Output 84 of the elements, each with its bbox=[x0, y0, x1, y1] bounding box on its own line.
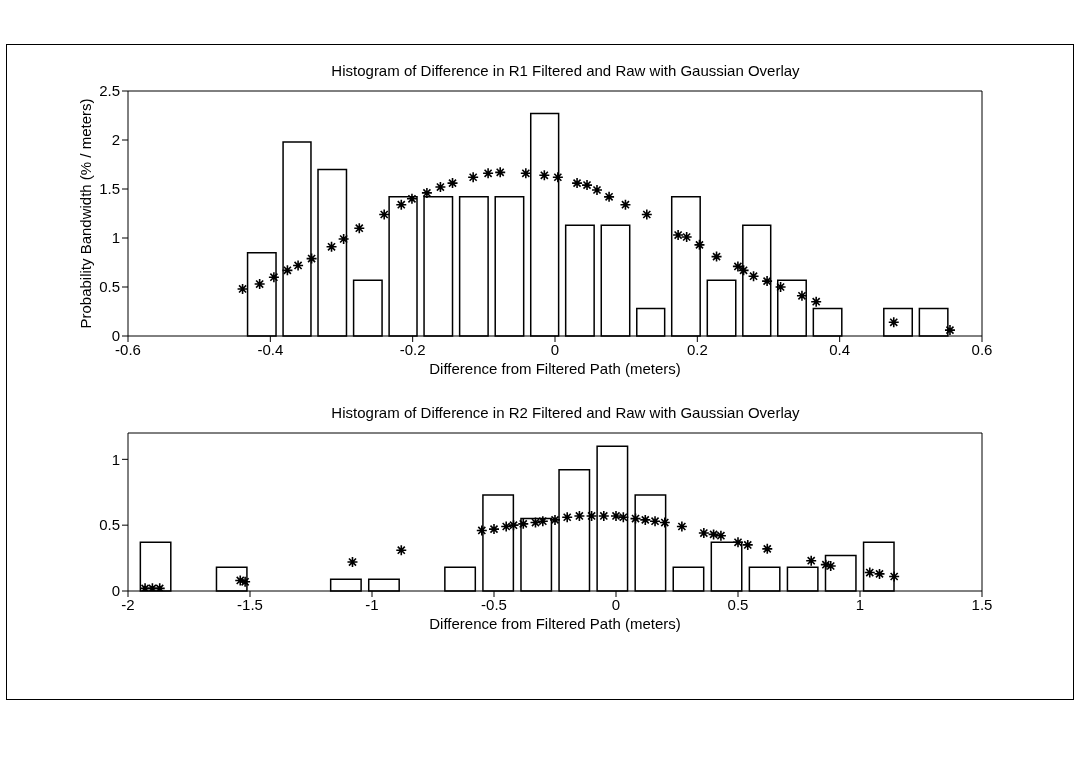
x-tick-label: 0 bbox=[550, 340, 560, 358]
x-tick-label: 1.5 bbox=[971, 595, 993, 613]
point bbox=[346, 556, 359, 568]
x-axis-title: Difference from Filtered Path (meters) bbox=[429, 615, 681, 632]
y-tick-label: 0.5 bbox=[99, 516, 120, 534]
point bbox=[761, 543, 774, 555]
point bbox=[715, 529, 727, 542]
point bbox=[591, 184, 603, 196]
x-tick-label: -1.5 bbox=[237, 595, 263, 613]
point bbox=[710, 250, 723, 263]
y-tick-label: 1 bbox=[111, 450, 120, 468]
point bbox=[680, 231, 693, 243]
point bbox=[353, 222, 366, 234]
x-tick-label: 0.6 bbox=[971, 340, 993, 358]
point bbox=[761, 275, 773, 287]
point bbox=[693, 239, 706, 251]
y-tick-label: 0 bbox=[111, 582, 120, 600]
point bbox=[732, 536, 744, 549]
point bbox=[888, 570, 900, 583]
point bbox=[629, 512, 642, 525]
point bbox=[585, 510, 598, 522]
y-axis-title: Probability Bandwidth (% / meters) bbox=[77, 98, 95, 329]
x-tick-label: -0.5 bbox=[481, 595, 507, 613]
point bbox=[619, 198, 632, 211]
point bbox=[561, 511, 573, 524]
point bbox=[581, 179, 593, 191]
point bbox=[552, 171, 564, 184]
point bbox=[672, 229, 684, 241]
chart-title: Histogram of Difference in R1 Filtered and Raw with Gaussian Overlay bbox=[330, 62, 801, 81]
x-tick-label: 0.5 bbox=[727, 595, 749, 613]
point bbox=[378, 208, 390, 221]
point bbox=[698, 527, 710, 539]
point bbox=[467, 171, 479, 184]
point bbox=[538, 169, 551, 182]
point bbox=[641, 208, 653, 221]
point bbox=[395, 544, 408, 556]
y-tick-label: 2.5 bbox=[99, 82, 120, 100]
y-tick-label: 1.5 bbox=[99, 180, 120, 198]
x-tick-label: 0.4 bbox=[829, 340, 851, 358]
point bbox=[573, 510, 586, 522]
point bbox=[741, 539, 754, 551]
x-tick-label: -1 bbox=[365, 595, 379, 613]
point bbox=[268, 271, 280, 283]
point bbox=[707, 528, 720, 541]
x-tick-label: 0 bbox=[611, 595, 621, 613]
x-axis-title: Difference from Filtered Path (meters) bbox=[429, 360, 681, 377]
point bbox=[747, 270, 760, 283]
point bbox=[863, 566, 876, 579]
point bbox=[571, 177, 583, 189]
point bbox=[603, 191, 615, 203]
point bbox=[810, 295, 822, 308]
point bbox=[639, 514, 652, 526]
point bbox=[944, 324, 956, 336]
point bbox=[421, 187, 433, 199]
point bbox=[253, 278, 266, 290]
y-tick-label: 2 bbox=[111, 131, 120, 149]
point bbox=[325, 241, 338, 253]
point bbox=[774, 281, 787, 293]
point bbox=[805, 554, 817, 567]
point bbox=[305, 252, 318, 265]
point bbox=[732, 260, 744, 273]
point bbox=[873, 568, 886, 580]
point bbox=[476, 524, 488, 537]
x-tick-label: -0.2 bbox=[399, 340, 426, 358]
x-tick-label: 1 bbox=[855, 595, 865, 613]
point bbox=[482, 167, 494, 180]
point bbox=[598, 510, 610, 522]
chart-title: Histogram of Difference in R2 Filtered and Raw with Gaussian Overlay bbox=[330, 404, 801, 423]
x-tick-label: 0.2 bbox=[686, 340, 708, 358]
point bbox=[659, 516, 671, 529]
point bbox=[610, 510, 622, 522]
point bbox=[337, 233, 350, 245]
y-tick-label: 1 bbox=[111, 229, 120, 247]
point bbox=[676, 520, 688, 533]
point bbox=[549, 514, 561, 526]
point bbox=[649, 515, 661, 528]
point bbox=[488, 523, 500, 535]
y-tick-label: 0.5 bbox=[99, 278, 120, 296]
x-tick-label: -2 bbox=[121, 595, 135, 613]
point bbox=[617, 511, 630, 524]
point bbox=[796, 290, 808, 302]
point bbox=[737, 264, 750, 277]
x-tick-label: -0.4 bbox=[257, 340, 284, 358]
point bbox=[494, 166, 506, 179]
